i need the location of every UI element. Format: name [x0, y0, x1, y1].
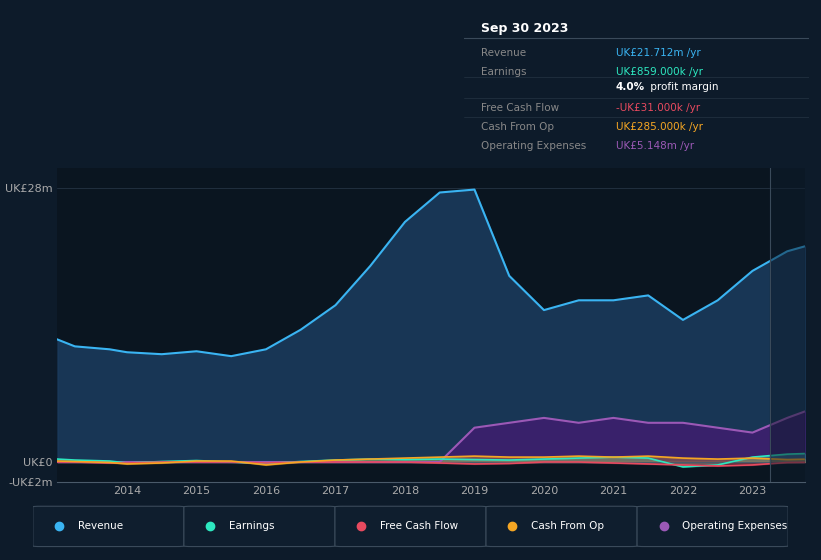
- Text: Revenue: Revenue: [78, 521, 123, 531]
- FancyBboxPatch shape: [33, 506, 184, 547]
- Text: Free Cash Flow: Free Cash Flow: [481, 102, 559, 113]
- Text: Earnings: Earnings: [229, 521, 275, 531]
- Text: UK£859.000k /yr: UK£859.000k /yr: [616, 67, 703, 77]
- Text: 4.0%: 4.0%: [616, 82, 644, 92]
- Text: Sep 30 2023: Sep 30 2023: [481, 22, 568, 35]
- Text: Free Cash Flow: Free Cash Flow: [380, 521, 458, 531]
- FancyBboxPatch shape: [335, 506, 486, 547]
- Text: UK£285.000k /yr: UK£285.000k /yr: [616, 122, 703, 132]
- Text: UK£21.712m /yr: UK£21.712m /yr: [616, 48, 700, 58]
- Text: Cash From Op: Cash From Op: [531, 521, 604, 531]
- Text: -UK£31.000k /yr: -UK£31.000k /yr: [616, 102, 699, 113]
- Text: Operating Expenses: Operating Expenses: [682, 521, 787, 531]
- Text: profit margin: profit margin: [647, 82, 718, 92]
- Text: UK£5.148m /yr: UK£5.148m /yr: [616, 141, 694, 151]
- FancyBboxPatch shape: [184, 506, 335, 547]
- Bar: [770, 168, 805, 482]
- Text: Revenue: Revenue: [481, 48, 526, 58]
- Text: Cash From Op: Cash From Op: [481, 122, 554, 132]
- FancyBboxPatch shape: [637, 506, 788, 547]
- Text: Operating Expenses: Operating Expenses: [481, 141, 586, 151]
- FancyBboxPatch shape: [486, 506, 637, 547]
- Text: Earnings: Earnings: [481, 67, 526, 77]
